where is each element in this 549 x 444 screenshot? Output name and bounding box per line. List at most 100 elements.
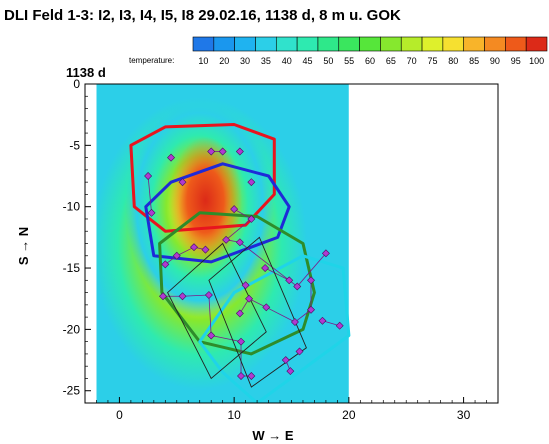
temperature-field: [96, 84, 349, 403]
borehole-field-outline: [167, 242, 267, 380]
legend-swatch: [234, 36, 256, 52]
measurement-point: [286, 367, 295, 376]
connection-line: [147, 175, 152, 213]
legend-tick-label: 90: [490, 56, 500, 66]
legend-swatch: [484, 36, 506, 52]
measurement-point: [307, 305, 315, 314]
legend-tick-label: 85: [469, 56, 479, 66]
measurement-point: [201, 245, 210, 254]
measurement-point: [190, 243, 198, 252]
measurement-point: [235, 147, 244, 156]
connection-line: [233, 208, 252, 220]
measurement-point: [207, 331, 216, 340]
measurement-point: [147, 208, 156, 217]
legend-swatch: [296, 36, 319, 52]
measurement-point: [295, 347, 304, 356]
legend-swatch: [380, 36, 402, 52]
legend-swatch: [359, 36, 381, 52]
measurement-point: [335, 321, 344, 330]
legend-tick-label: 70: [407, 56, 417, 66]
y-tick-label: -10: [63, 200, 81, 214]
x-tick-label: 0: [116, 408, 123, 422]
measurement-point: [161, 260, 170, 269]
measurement-point: [237, 372, 245, 380]
legend-tick-label: 80: [448, 56, 458, 66]
legend-tick-label: 20: [219, 56, 229, 66]
zone-boundary: [129, 123, 276, 233]
legend-swatch: [525, 36, 548, 52]
measurement-point: [293, 282, 302, 291]
chart-title: DLI Feld 1-3: I2, I3, I4, I5, I8 29.02.1…: [4, 7, 401, 24]
measurement-point: [247, 372, 256, 380]
legend-swatch: [213, 36, 235, 52]
x-axis-label: W → E: [252, 428, 293, 443]
legend-tick-label: 10: [198, 56, 208, 66]
legend-tick-label: 95: [511, 56, 521, 66]
measurement-point: [290, 318, 299, 326]
legend-tick-label: 40: [282, 56, 292, 66]
measurement-point: [178, 292, 187, 301]
legend-swatch: [505, 36, 527, 52]
measurement-point: [247, 178, 256, 187]
legend-swatch: [338, 36, 360, 52]
measurement-point: [321, 249, 330, 258]
time-label: 1138 d: [66, 65, 106, 80]
legend-tick-label: 65: [386, 56, 396, 66]
measurement-point: [144, 172, 153, 180]
legend-swatch: [400, 36, 423, 52]
x-tick-label: 30: [457, 408, 471, 422]
measurement-point: [261, 264, 270, 272]
connection-line: [239, 298, 250, 314]
measurement-point: [245, 294, 254, 303]
y-tick-label: -15: [63, 261, 81, 275]
legend-swatch: [317, 36, 340, 52]
x-axis: 0 10 20 30: [96, 397, 499, 422]
y-tick-label: -25: [63, 384, 81, 398]
y-tick-label: -20: [63, 322, 81, 336]
measurement-point: [172, 251, 181, 260]
measurement-point: [307, 276, 315, 285]
measurement-point: [247, 215, 256, 223]
legend-tick-label: 100: [529, 56, 544, 66]
y-axis-label: S → N: [16, 227, 31, 265]
measurement-point: [237, 337, 245, 346]
connection-line: [248, 298, 267, 308]
measurement-point: [241, 281, 250, 290]
measurement-point: [159, 292, 167, 301]
legend-title: temperature:: [129, 56, 174, 65]
legend-tick-label: 55: [344, 56, 354, 66]
measurement-points: [144, 147, 344, 380]
connection-line: [211, 335, 242, 343]
measurement-point: [218, 147, 227, 156]
measurement-point: [318, 316, 327, 325]
x-tick-label: 20: [342, 408, 356, 422]
heat-plume-core: [168, 136, 243, 265]
y-axis: 0 -5 -10 -15 -20 -25: [63, 77, 91, 404]
connection-line: [296, 253, 327, 287]
y-tick-label: 0: [73, 77, 80, 91]
legend-tick-label: 35: [261, 56, 271, 66]
x-tick-label: 10: [227, 408, 241, 422]
connection-line: [208, 295, 212, 336]
connection-line: [239, 241, 290, 281]
measurement-point: [230, 205, 239, 214]
measurement-point: [235, 238, 244, 247]
measurement-point: [207, 147, 216, 156]
legend-tick-label: 45: [303, 56, 313, 66]
y-tick-label: -5: [69, 138, 80, 152]
measurement-point: [281, 356, 290, 365]
legend-swatch: [255, 36, 277, 52]
legend-tick-label: 30: [240, 56, 250, 66]
legend-swatch: [442, 36, 465, 52]
color-legend: temperature: 10 20 30 35 40 45 50 55 60 65 70 75 80 8…: [129, 36, 548, 66]
legend-swatch: [275, 36, 298, 52]
connection-line: [264, 267, 290, 281]
measurement-point: [235, 309, 244, 318]
measurement-point: [285, 276, 294, 285]
measurement-point: [178, 178, 187, 187]
connection-line: [182, 294, 209, 297]
legend-swatch: [192, 36, 215, 52]
zone-boundary: [144, 162, 291, 264]
plot-area: 0 10 20 30 0 -5 -10 -15 -20 -25: [63, 77, 499, 422]
